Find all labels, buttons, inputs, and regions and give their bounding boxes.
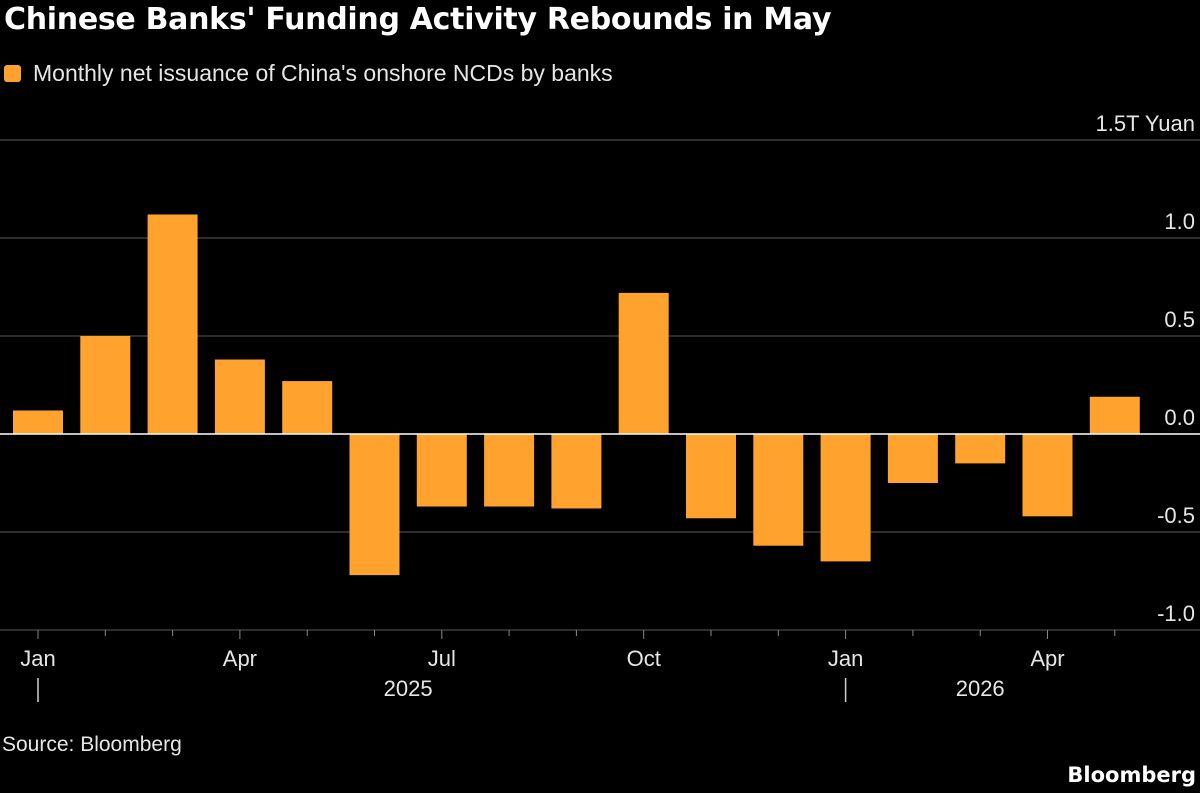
bar [887,434,938,483]
bar [416,434,467,507]
y-tick-label: 0.0 [1164,405,1195,430]
x-tick-label: Jan [828,646,863,671]
y-tick-label: -1.0 [1157,601,1195,626]
bar [618,292,669,434]
x-tick-label: Jan [20,646,55,671]
chart-title: Chinese Banks' Funding Activity Rebounds… [4,2,832,37]
bar [349,434,400,576]
bar [753,434,804,546]
y-tick-label: 0.5 [1164,307,1195,332]
bar [551,434,602,509]
x-tick-label: Apr [223,646,257,671]
legend-swatch [4,65,21,82]
bar [820,434,871,562]
brand-logo: Bloomberg [1067,763,1196,787]
bar [282,381,333,434]
bar [80,336,131,434]
y-tick-label: 1.5T Yuan [1095,111,1195,136]
y-axis-labels: 1.5T Yuan 1.0 0.5 0.0 -0.5 -1.0 [1095,111,1195,626]
bar [214,359,265,434]
x-tick-label: Oct [627,646,661,671]
y-tick-label: 1.0 [1164,209,1195,234]
legend-label: Monthly net issuance of China's onshore … [33,60,613,86]
gridlines [0,139,1200,631]
bar [955,434,1006,464]
bar [484,434,535,507]
bar [1089,396,1140,434]
bar [147,214,198,434]
x-tick-label: Apr [1030,646,1064,671]
x-tick-label: Jul [428,646,456,671]
y-tick-label: -0.5 [1157,503,1195,528]
bar [1022,434,1073,517]
legend: Monthly net issuance of China's onshore … [4,60,613,87]
x-axis: Jan Apr Jul Oct Jan Apr 2025 2026 [20,630,1116,702]
bar [686,434,736,519]
bar [13,410,63,434]
year-label: 2025 [384,676,433,701]
year-label: 2026 [956,676,1005,701]
source-note: Source: Bloomberg [2,733,182,756]
bars [13,214,1140,576]
